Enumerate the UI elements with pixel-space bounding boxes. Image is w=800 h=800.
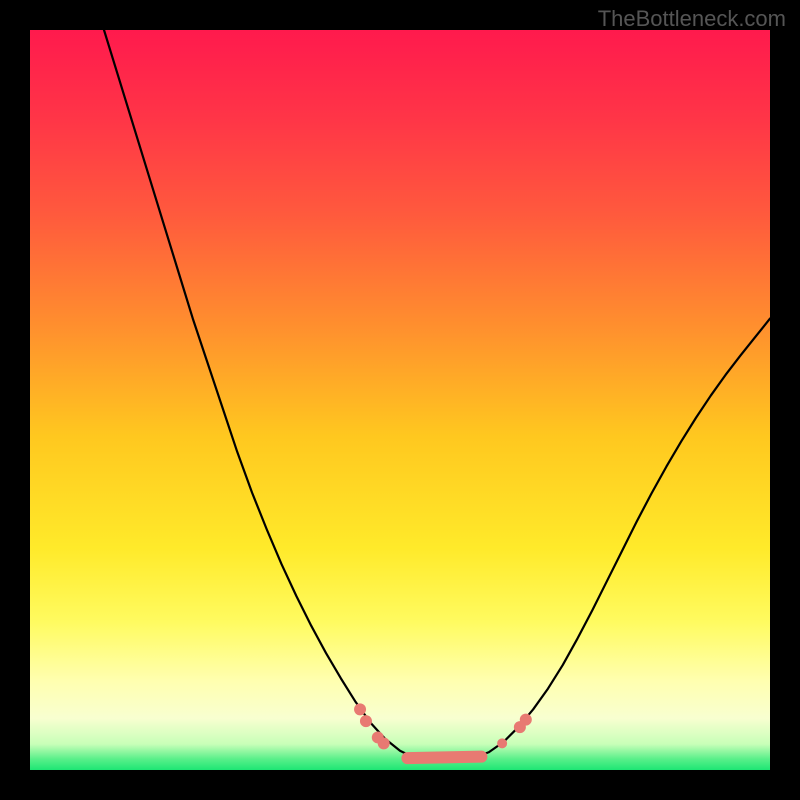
marker-dot bbox=[497, 738, 507, 748]
chart-svg bbox=[0, 0, 800, 800]
marker-dot bbox=[360, 715, 372, 727]
marker-dot bbox=[520, 714, 532, 726]
watermark-text: TheBottleneck.com bbox=[598, 6, 786, 32]
marker-dot bbox=[378, 737, 390, 749]
marker-capsule bbox=[407, 757, 481, 758]
plot-background bbox=[30, 30, 770, 770]
bottleneck-chart bbox=[0, 0, 800, 800]
marker-dot bbox=[354, 703, 366, 715]
